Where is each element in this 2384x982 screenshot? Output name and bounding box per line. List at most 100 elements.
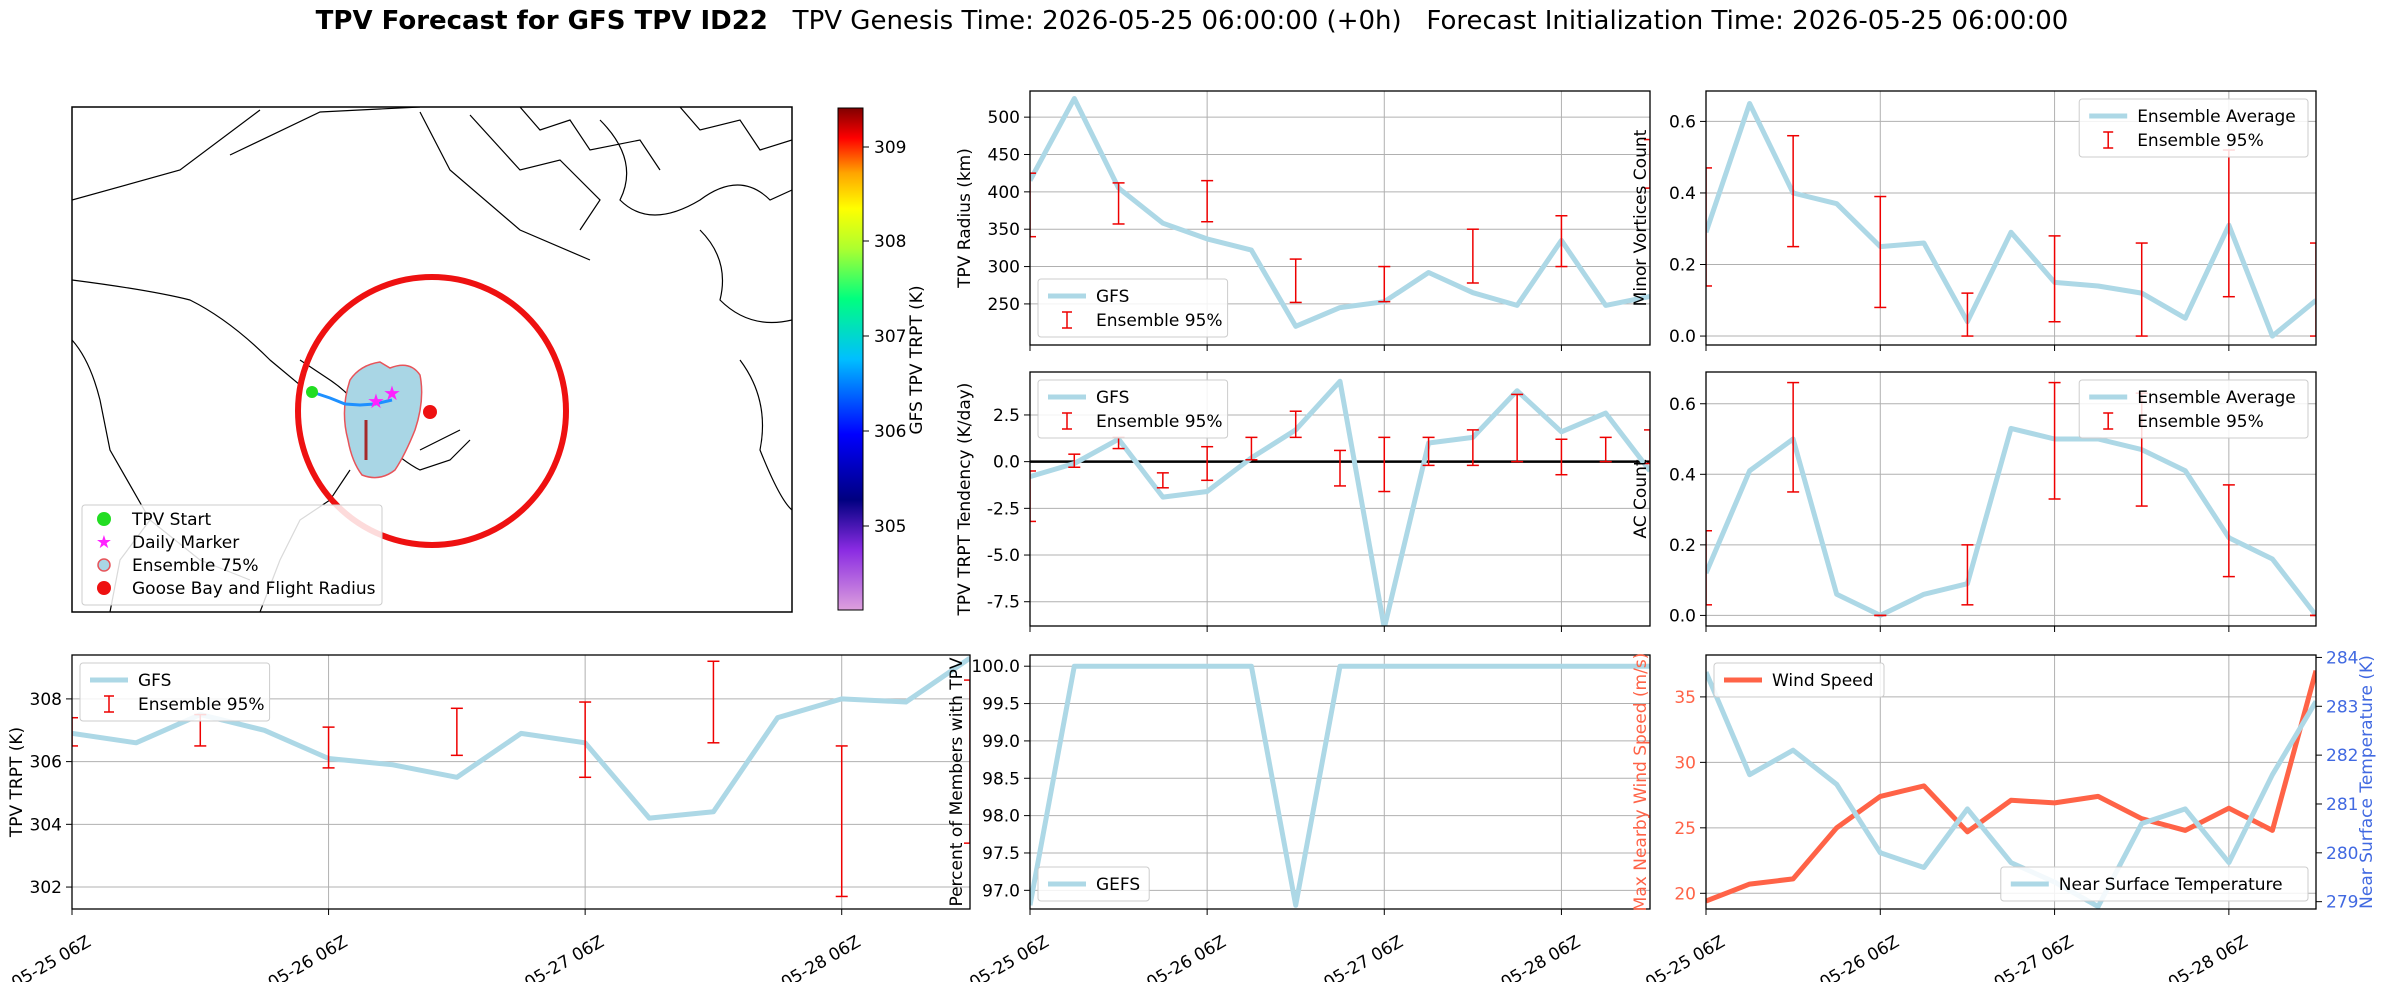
axes-frame [1029,654,1651,910]
series-line [1030,663,1650,908]
colorbar-tick: 309 [874,138,906,158]
y-tick-label: 0.4 [1669,184,1696,204]
series-line [1706,425,2316,618]
flight-radius-circle [295,274,569,548]
legend-label: Wind Speed [1772,671,1873,691]
y-tick-label: 308 [30,690,62,710]
x-tick-label: 05-25 06Z [966,932,1052,982]
y-tick-label: 0.6 [1669,112,1696,132]
y-tick-label: 97.0 [982,881,1020,901]
y-tick-label: 30 [1674,753,1696,773]
axes-frame [1029,90,1651,346]
y-axis-label: Minor Vortices Count [1631,129,1651,306]
y-tick-label: 302 [30,878,62,898]
chart-percent: 97.0 97.5 98.0 98.5 99.0 99.5 100.0 05-25 06Z 05… [947,654,1651,982]
y-tick-label: 97.5 [982,844,1020,864]
legend-frame [2000,866,2309,902]
axes-frame [71,654,971,910]
legend-label: Ensemble 95% [2137,412,2264,432]
chart-radius: 250 300 350 400 450 500 TPV Radius (km) GFS Ense… [955,90,1651,351]
y-axis-label: TPV TRPT (K) [7,727,27,838]
legend-label: Ensemble Average [2137,107,2296,127]
legend: Ensemble Average Ensemble 95% [2078,98,2309,158]
figure-title: TPV Forecast for GFS TPV ID22 TPV Genesi… [0,6,2384,36]
axes-frame [1705,371,2317,627]
legend-label: Ensemble 95% [1096,311,1223,331]
legend-label: Ensemble 95% [1096,412,1223,432]
series-line [1030,96,1650,329]
legend-goose-label: Goose Bay and Flight Radius [132,579,376,599]
x-tick-label: 05-26 06Z [1816,932,1902,982]
y-tick-label: 306 [30,753,62,773]
x-tick-label: 05-26 06Z [1143,932,1229,982]
legend: GEFS [1037,866,1150,902]
x-tick-label: 05-27 06Z [521,932,607,982]
colorbar-tick: 307 [874,327,906,347]
y-tick-label: 0.0 [1669,327,1696,347]
y-axis-label: TPV TRPT Tendency (K/day) [955,383,975,617]
legend-start-label: TPV Start [131,510,212,530]
plot-area [1030,378,1650,626]
y-tick-label: 0.4 [1669,465,1696,485]
y-tick-label: 20 [1674,884,1696,904]
ensemble-75-region [343,361,423,479]
daily-marker-2: ★ [383,381,401,405]
y-axis-label: Percent of Members with TPV [947,657,967,906]
chart-tendency: -7.5 -5.0 -2.5 0.0 2.5 TPV TRPT Tendency (K/d… [955,371,1651,632]
y-tick-label: 0.0 [1669,606,1696,626]
y-tick-label: 450 [988,146,1020,166]
x-tick-label: 05-28 06Z [2165,932,2251,982]
y-tick-label-right: 281 [2326,795,2358,815]
y-tick-label: 304 [30,815,62,835]
y-tick-label-right: 284 [2326,648,2358,668]
y-axis-label-right: Near Surface Temperature (K) [2357,655,2377,909]
daily-marker-1: ★ [367,389,385,413]
tpv-start-marker [306,386,318,398]
y-tick-label: 500 [988,108,1020,128]
y-tick-label: 2.5 [993,406,1020,426]
legend-start-icon [97,512,111,526]
y-tick-label: 0.2 [1669,536,1696,556]
colorbar [837,107,864,611]
plot-area [1030,663,1650,908]
y-tick-label: 25 [1674,819,1696,839]
legend: GFS Ensemble 95% [1037,379,1229,439]
plot-area [1706,101,2316,339]
y-tick-label: 99.0 [982,732,1020,752]
legend: Wind Speed [1713,662,1885,698]
legend-label: GFS [1096,287,1129,307]
x-tick-label: 05-25 06Z [8,932,94,982]
colorbar-tick: 308 [874,232,906,252]
y-tick-label: 100.0 [971,657,1020,677]
colorbar-label: GFS TPV TRPT (K) [907,285,927,434]
axes-frame [1705,654,2317,910]
y-tick-label: -5.0 [987,546,1020,566]
y-tick-label: 400 [988,183,1020,203]
map-panel: ★ ★ TPV Start ★ Daily Marker Ensemble 75… [71,106,927,613]
y-tick-label-right: 280 [2326,844,2358,864]
legend: Ensemble Average Ensemble 95% [2078,379,2309,439]
y-tick-label: 0.0 [993,453,1020,473]
x-tick-label: 05-28 06Z [1498,932,1584,982]
x-tick-label: 05-26 06Z [265,932,351,982]
legend-marker-icon: ★ [96,532,112,553]
figure-title-rest: TPV Genesis Time: 2026-05-25 06:00:00 (+… [767,6,2069,36]
x-tick-label: 05-27 06Z [1320,932,1406,982]
y-tick-label: 250 [988,295,1020,315]
y-tick-label: 300 [988,258,1020,278]
y-tick-label: -2.5 [987,499,1020,519]
y-axis-label: AC Count [1631,459,1651,538]
series-line [1706,671,2316,909]
y-tick-label: 35 [1674,688,1696,708]
plot-area [1030,96,1650,329]
y-tick-label: 98.0 [982,807,1020,827]
legend-label: Ensemble 95% [138,695,265,715]
y-tick-label: -7.5 [987,593,1020,613]
y-tick-label-right: 279 [2326,893,2358,913]
legend-label: Near Surface Temperature [2059,875,2283,895]
legend-label: GFS [138,671,171,691]
map-legend: TPV Start ★ Daily Marker Ensemble 75% Go… [81,504,383,606]
y-axis-label: Max Nearby Wind Speed (m/s) [1631,653,1651,912]
